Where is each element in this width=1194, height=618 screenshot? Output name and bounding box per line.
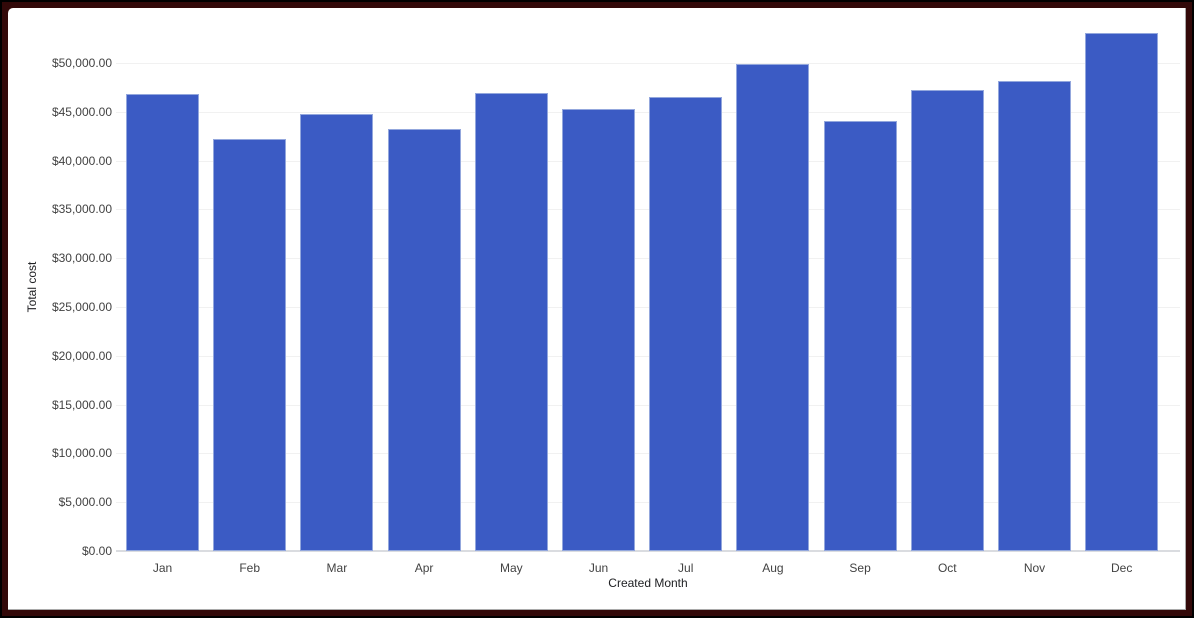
x-tick-label-dec: Dec xyxy=(1111,561,1133,575)
x-tick-label-oct: Oct xyxy=(937,561,957,575)
y-tick-label: $10,000.00 xyxy=(51,446,112,461)
gridline xyxy=(116,307,1180,308)
bar-nov[interactable] xyxy=(998,80,1071,551)
gridline xyxy=(116,160,1180,162)
y-tick-label: $5,000.00 xyxy=(58,495,112,510)
x-axis-tick-labels: Jan Feb Mar Apr May Jun Jul Aug Sep Oct Nov Dec xyxy=(8,8,1185,609)
x-tick-label-may: May xyxy=(499,561,523,575)
bar-aug[interactable] xyxy=(736,63,810,551)
x-tick-label-aug: Aug xyxy=(762,561,784,575)
gridline xyxy=(116,502,1180,504)
x-tick-label-mar: Mar xyxy=(326,561,348,575)
y-tick-label: $25,000.00 xyxy=(51,300,112,314)
x-tick-label-apr: Apr xyxy=(414,561,434,575)
y-tick-label: $45,000.00 xyxy=(51,104,112,119)
x-tick-label-nov: Nov xyxy=(1023,561,1046,575)
y-axis-title: Total cost xyxy=(25,261,39,313)
gridline xyxy=(116,453,1180,455)
chart-canvas: $0.00 $5,000.00 $10,000.00 $15,000.00 $20,00… xyxy=(8,8,1186,610)
y-tick-label: $40,000.00 xyxy=(51,153,112,168)
x-tick-label-jun: Jun xyxy=(588,561,609,575)
bar-may[interactable] xyxy=(474,93,548,551)
bar-jun[interactable] xyxy=(562,108,635,551)
y-tick-label: $50,000.00 xyxy=(51,56,112,70)
gridline xyxy=(116,258,1180,260)
gridlines-layer xyxy=(8,8,1185,609)
y-tick-label: $0.00 xyxy=(81,544,112,558)
bar-feb[interactable] xyxy=(213,139,287,551)
bars-layer xyxy=(8,8,1185,609)
bar-oct[interactable] xyxy=(910,90,984,551)
y-axis-tick-labels: $0.00 $5,000.00 $10,000.00 $15,000.00 $20,00… xyxy=(8,8,1185,609)
y-tick-label: $35,000.00 xyxy=(51,202,112,217)
x-axis-baseline xyxy=(116,550,1180,552)
gridline xyxy=(116,111,1180,113)
bar-sep[interactable] xyxy=(823,120,897,551)
gridline xyxy=(116,355,1180,357)
x-tick-label-jan: Jan xyxy=(152,561,173,575)
bar-jan[interactable] xyxy=(126,94,199,551)
x-tick-label-feb: Feb xyxy=(239,561,261,575)
bar-apr[interactable] xyxy=(387,129,461,551)
gridline xyxy=(116,209,1180,211)
x-tick-label-sep: Sep xyxy=(849,561,871,575)
bar-dec[interactable] xyxy=(1085,32,1159,551)
y-tick-label: $15,000.00 xyxy=(51,397,112,412)
x-tick-label-jul: Jul xyxy=(678,561,694,575)
gridline xyxy=(116,404,1180,406)
x-axis-title: Created Month xyxy=(608,576,688,590)
y-tick-label: $30,000.00 xyxy=(51,251,112,266)
bar-mar[interactable] xyxy=(300,113,374,551)
gridline xyxy=(116,63,1180,64)
bar-jul[interactable] xyxy=(649,97,723,551)
y-tick-label: $20,000.00 xyxy=(51,348,112,363)
